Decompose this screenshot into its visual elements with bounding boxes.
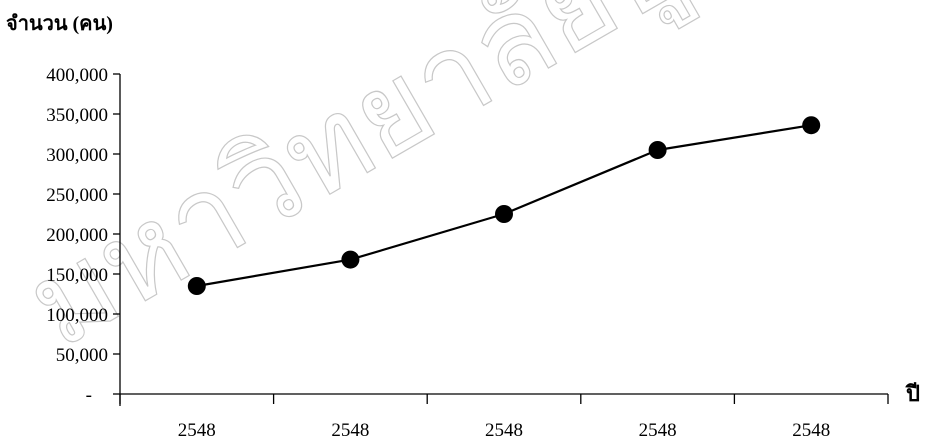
x-axis-label: ปี — [905, 381, 920, 406]
data-point — [341, 250, 360, 269]
watermark-text: มหาวิทยาลัยบูรพา Burapha University — [6, 0, 926, 377]
data-point — [802, 116, 821, 135]
y-tick-label: - — [86, 385, 92, 406]
x-tick-label: 2548 — [639, 420, 677, 439]
y-tick-label: 50,000 — [56, 345, 108, 366]
y-tick-label: 400,000 — [46, 65, 108, 86]
y-tick-label: 200,000 — [46, 225, 108, 246]
x-ticks: 2548 2548 2548 2548 2548 — [119, 394, 889, 441]
y-tick-label: 150,000 — [46, 265, 108, 286]
y-tick-label: 250,000 — [46, 185, 108, 206]
data-point — [495, 205, 513, 223]
y-axis-label: จำนวน (คน) — [6, 13, 113, 35]
x-tick-label: 2548 — [792, 420, 830, 439]
series-line — [187, 116, 821, 295]
data-point — [187, 277, 206, 295]
data-point — [648, 141, 667, 159]
y-ticks: - 50,000 100,000 150,000 200,000 250,000 300,0… — [46, 65, 120, 406]
y-tick-label: 300,000 — [46, 145, 108, 166]
y-tick-label: 100,000 — [46, 305, 108, 326]
x-tick-label: 2548 — [178, 420, 216, 439]
y-tick-label: 350,000 — [46, 105, 108, 126]
x-tick-label: 2548 — [485, 420, 523, 439]
watermark: มหาวิทยาลัยบูรพา Burapha University — [5, 0, 926, 377]
x-tick-label: 2548 — [331, 420, 369, 439]
